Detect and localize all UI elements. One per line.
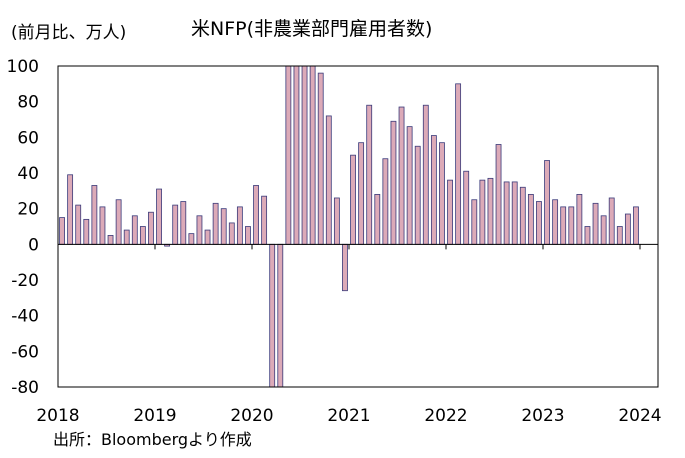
bar <box>277 243 284 388</box>
bar <box>430 135 437 245</box>
bar <box>503 181 510 245</box>
bar <box>131 215 138 245</box>
bar <box>422 104 429 245</box>
chart-title: 米NFP(非農業部門雇用者数) <box>191 18 433 40</box>
bar <box>67 174 74 245</box>
y-tick-label: 0 <box>28 235 39 255</box>
bar <box>309 65 316 245</box>
bar <box>261 195 268 245</box>
y-tick-label: 80 <box>17 93 39 113</box>
bar <box>59 217 65 245</box>
bar <box>236 206 243 245</box>
bar <box>317 72 324 245</box>
bar <box>148 211 154 245</box>
bar <box>342 243 348 292</box>
source-note: 出所：Bloombergより作成 <box>53 430 252 449</box>
bar <box>188 233 195 245</box>
bar <box>123 229 130 245</box>
bar <box>406 126 413 245</box>
bar <box>633 206 639 245</box>
bar <box>592 202 599 245</box>
y-tick-label: -80 <box>11 378 39 398</box>
bar <box>91 185 98 245</box>
bar <box>568 206 575 245</box>
bar <box>616 226 623 245</box>
bar <box>536 201 542 245</box>
x-tick-labels: 2018 2019 2020 2021 2022 2023 2024 <box>36 406 661 426</box>
bar <box>608 197 615 245</box>
x-tick-label: 2021 <box>327 406 370 426</box>
bar <box>212 202 219 245</box>
bar <box>139 226 146 245</box>
bar <box>390 120 397 245</box>
x-tick-label: 2023 <box>521 406 564 426</box>
bar <box>99 206 106 245</box>
x-tick-label: 2019 <box>133 406 176 426</box>
bar <box>172 204 179 245</box>
bar <box>439 142 445 245</box>
bar <box>204 229 211 245</box>
bar <box>584 226 591 245</box>
y-tick-label: -20 <box>11 271 39 291</box>
bar <box>75 204 82 245</box>
y-tick-label: -40 <box>11 307 39 327</box>
bar <box>398 106 405 245</box>
x-tick-label: 2024 <box>618 406 661 426</box>
bar <box>511 181 518 245</box>
bar <box>285 65 292 245</box>
bar <box>560 206 567 245</box>
bar <box>544 160 550 245</box>
bar <box>156 188 162 245</box>
bar <box>519 186 526 245</box>
bar <box>180 201 187 245</box>
bar <box>83 218 90 245</box>
bar <box>107 235 114 245</box>
bar <box>301 65 308 245</box>
y-tick-label: 100 <box>7 57 39 77</box>
bars-layer <box>59 65 639 388</box>
bar <box>350 154 356 245</box>
bar <box>253 185 259 245</box>
bar <box>366 104 373 245</box>
y-tick-label: 20 <box>17 200 39 220</box>
bar <box>552 199 559 245</box>
bar <box>228 222 235 245</box>
bar <box>455 83 462 245</box>
bar <box>600 215 607 245</box>
bar <box>576 193 583 245</box>
x-tick-marks <box>57 244 641 250</box>
bar <box>196 215 203 245</box>
y-tick-label: 60 <box>17 128 39 148</box>
bar <box>220 208 227 245</box>
bar <box>487 177 494 245</box>
bar <box>325 115 332 245</box>
x-tick-label: 2020 <box>230 406 273 426</box>
y-tick-label: 40 <box>17 164 39 184</box>
bar <box>471 199 478 245</box>
y-axis-unit-label: (前月比、万人) <box>11 23 127 43</box>
bar <box>527 193 534 245</box>
bar <box>624 213 631 245</box>
bar <box>358 142 365 245</box>
bar <box>374 193 381 245</box>
y-tick-labels: 100 80 60 40 20 0 -20 -40 -60 -80 <box>7 57 39 398</box>
bar <box>495 144 502 245</box>
bar <box>382 158 389 245</box>
bar <box>479 179 486 245</box>
bar <box>115 199 122 245</box>
bar <box>463 170 470 245</box>
x-tick-label: 2022 <box>424 406 467 426</box>
bar <box>293 65 300 245</box>
x-tick-label: 2018 <box>36 406 79 426</box>
bar <box>269 243 276 388</box>
bar <box>447 179 453 245</box>
bar <box>414 145 421 245</box>
bar <box>245 226 251 245</box>
y-tick-label: -60 <box>11 342 39 362</box>
plot-area-frame <box>57 65 659 388</box>
bar <box>333 197 340 245</box>
